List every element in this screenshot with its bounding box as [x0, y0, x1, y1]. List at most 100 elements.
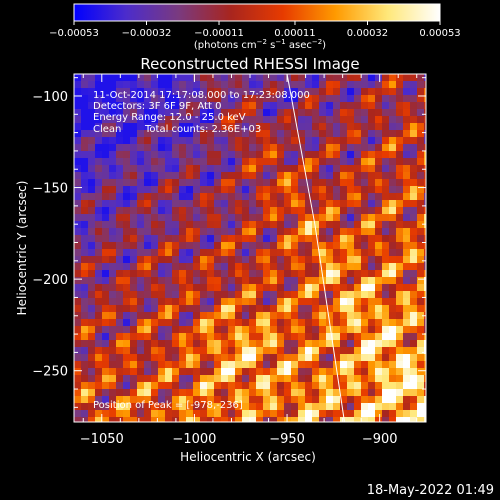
heatmap-pixel	[368, 417, 376, 422]
heatmap-pixel	[312, 214, 320, 222]
heatmap-pixel	[256, 74, 264, 82]
heatmap-pixel	[354, 263, 362, 271]
heatmap-pixel	[158, 74, 166, 82]
heatmap-pixel	[312, 396, 320, 404]
heatmap-pixel	[263, 396, 271, 404]
heatmap-pixel	[102, 179, 110, 187]
heatmap-pixel	[74, 137, 82, 145]
heatmap-pixel	[235, 333, 243, 341]
heatmap-pixel	[102, 417, 110, 422]
heatmap-pixel	[88, 291, 96, 299]
heatmap-pixel	[221, 123, 229, 131]
heatmap-pixel	[130, 382, 138, 390]
heatmap-pixel	[109, 312, 117, 320]
heatmap-pixel	[186, 228, 194, 236]
heatmap-pixel	[361, 354, 369, 362]
heatmap-pixel	[277, 193, 285, 201]
heatmap-pixel	[319, 305, 327, 313]
heatmap-pixel	[340, 193, 348, 201]
heatmap-pixel	[361, 270, 369, 278]
heatmap-pixel	[424, 81, 426, 89]
heatmap-pixel	[340, 81, 348, 89]
heatmap-pixel	[95, 382, 103, 390]
heatmap-pixel	[151, 256, 159, 264]
heatmap-pixel	[291, 319, 299, 327]
heatmap-pixel	[403, 116, 411, 124]
heatmap-pixel	[74, 368, 82, 376]
heatmap-pixel	[361, 403, 369, 411]
heatmap-pixel	[347, 375, 355, 383]
heatmap-pixel	[221, 368, 229, 376]
heatmap-pixel	[151, 109, 159, 117]
heatmap-pixel	[312, 137, 320, 145]
heatmap-pixel	[319, 326, 327, 334]
heatmap-pixel	[95, 228, 103, 236]
heatmap-pixel	[228, 347, 236, 355]
heatmap-pixel	[235, 403, 243, 411]
heatmap-pixel	[249, 221, 257, 229]
heatmap-pixel	[319, 361, 327, 369]
heatmap-pixel	[256, 95, 264, 103]
heatmap-pixel	[193, 221, 201, 229]
heatmap-pixel	[109, 172, 117, 180]
heatmap-pixel	[382, 116, 390, 124]
heatmap-pixel	[319, 109, 327, 117]
heatmap-pixel	[200, 151, 208, 159]
heatmap-pixel	[270, 396, 278, 404]
heatmap-pixel	[151, 172, 159, 180]
heatmap-pixel	[284, 382, 292, 390]
heatmap-pixel	[137, 417, 145, 422]
heatmap-pixel	[158, 109, 166, 117]
x-tick-label: −1000	[172, 432, 216, 447]
heatmap-pixel	[214, 347, 222, 355]
heatmap-pixel	[116, 270, 124, 278]
heatmap-pixel	[165, 102, 173, 110]
heatmap-pixel	[354, 347, 362, 355]
heatmap-pixel	[179, 277, 187, 285]
heatmap-pixel	[102, 298, 110, 306]
heatmap-pixel	[144, 375, 152, 383]
heatmap-pixel	[88, 333, 96, 341]
heatmap-pixel	[228, 144, 236, 152]
heatmap-pixel	[74, 242, 82, 250]
heatmap-pixel	[403, 361, 411, 369]
heatmap-pixel	[305, 354, 313, 362]
heatmap-pixel	[158, 179, 166, 187]
heatmap-pixel	[298, 347, 306, 355]
heatmap-pixel	[228, 375, 236, 383]
heatmap-pixel	[417, 270, 425, 278]
heatmap-pixel	[368, 193, 376, 201]
heatmap-pixel	[319, 389, 327, 397]
heatmap-pixel	[319, 74, 327, 82]
heatmap-pixel	[347, 263, 355, 271]
heatmap-pixel	[291, 137, 299, 145]
heatmap-pixel	[179, 130, 187, 138]
heatmap-pixel	[263, 123, 271, 131]
heatmap-pixel	[291, 312, 299, 320]
heatmap-pixel	[291, 361, 299, 369]
heatmap-pixel	[403, 130, 411, 138]
heatmap-pixel	[298, 137, 306, 145]
heatmap-pixel	[291, 158, 299, 166]
heatmap-pixel	[249, 249, 257, 257]
heatmap-pixel	[102, 333, 110, 341]
heatmap-pixel	[242, 158, 250, 166]
heatmap-pixel	[340, 214, 348, 222]
heatmap-pixel	[207, 305, 215, 313]
heatmap-pixel	[179, 361, 187, 369]
heatmap-pixel	[347, 389, 355, 397]
heatmap-pixel	[417, 305, 425, 313]
heatmap-pixel	[291, 95, 299, 103]
heatmap-pixel	[144, 291, 152, 299]
heatmap-pixel	[81, 396, 89, 404]
heatmap-pixel	[375, 95, 383, 103]
heatmap-pixel	[186, 214, 194, 222]
heatmap-pixel	[347, 151, 355, 159]
heatmap-pixel	[130, 88, 138, 96]
heatmap-pixel	[340, 375, 348, 383]
heatmap-pixel	[200, 347, 208, 355]
heatmap-pixel	[354, 95, 362, 103]
heatmap-pixel	[403, 74, 411, 82]
heatmap-pixel	[214, 249, 222, 257]
heatmap-pixel	[137, 305, 145, 313]
